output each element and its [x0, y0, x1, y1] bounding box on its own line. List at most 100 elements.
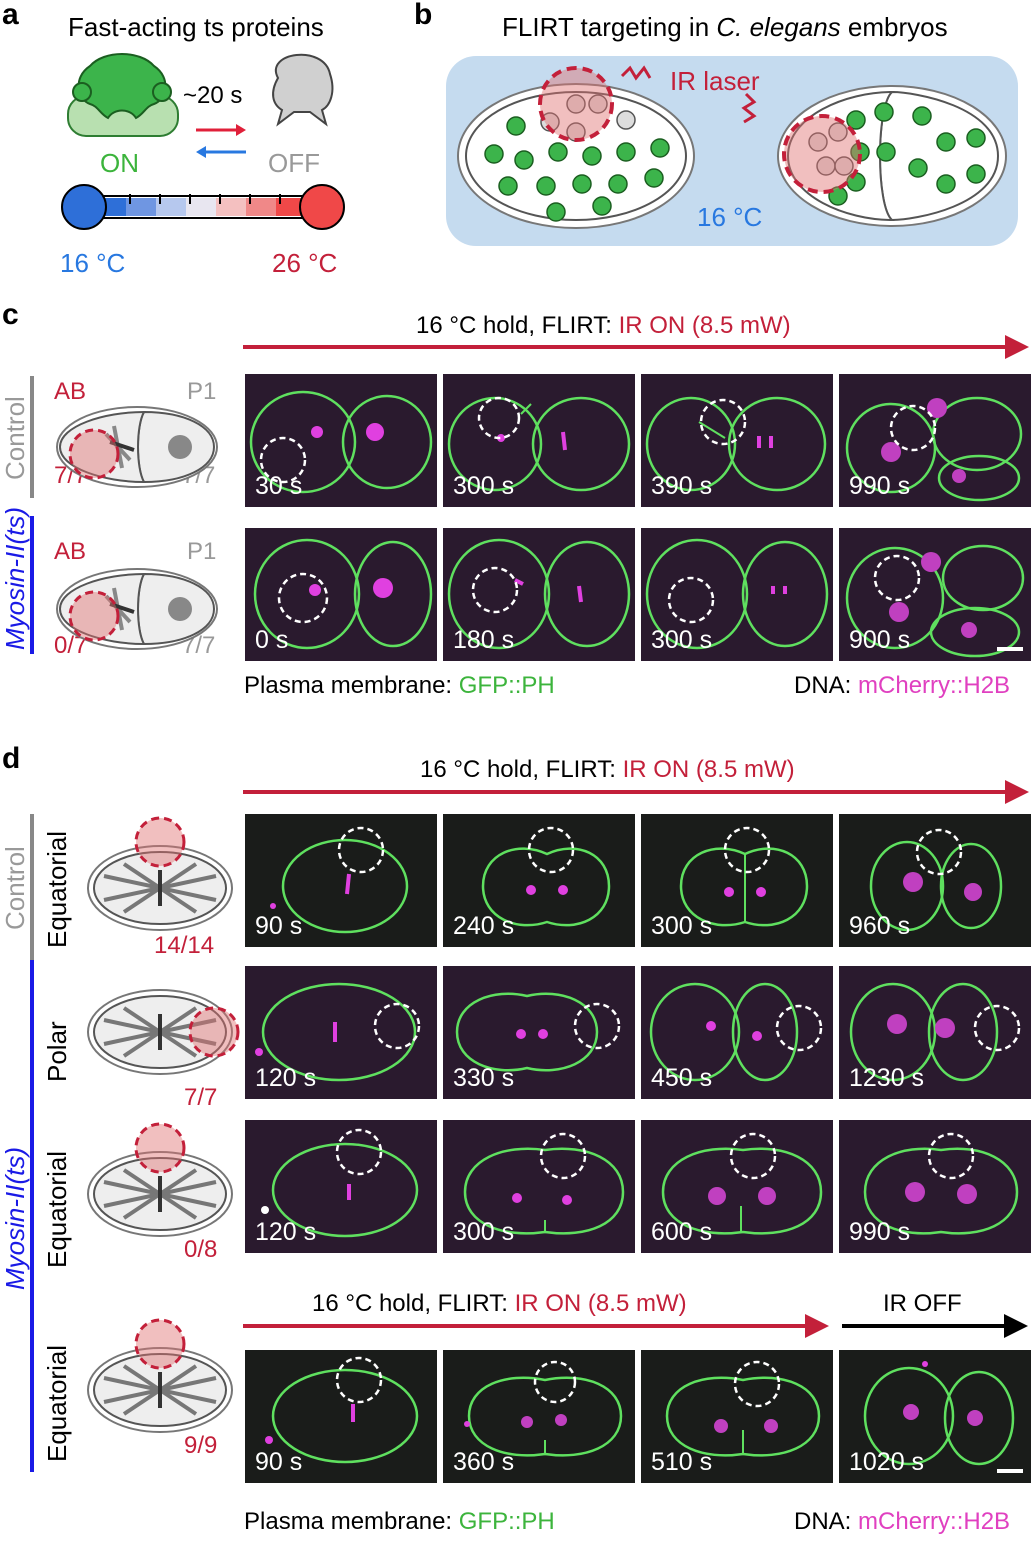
micrograph: 360 s [443, 1350, 635, 1483]
micrograph: 300 s [641, 814, 833, 947]
legend-marker: GFP::PH [458, 672, 555, 699]
micrograph: 0 s [245, 528, 437, 661]
panel-c-legend-membrane: Plasma membrane: GFP::PH [244, 672, 555, 700]
control-label: Control [0, 396, 30, 480]
control-bar [30, 376, 34, 498]
micrograph: 300 s [443, 1120, 635, 1253]
header-prefix: 16 °C hold, FLIRT: [416, 312, 619, 339]
panel-d-header: 16 °C hold, FLIRT: IR ON (8.5 mW) [420, 756, 795, 784]
timestamp: 180 s [453, 626, 515, 654]
spindle-schematic [87, 1318, 233, 1433]
count-label: 9/9 [184, 1432, 218, 1459]
timestamp: 90 s [255, 912, 303, 940]
myosin-bar [30, 960, 34, 1472]
timestamp: 300 s [453, 472, 515, 500]
spindle-schematic [87, 1122, 233, 1237]
panel-d-letter: d [2, 742, 21, 775]
timestamp: 0 s [255, 626, 289, 654]
thermometer-icon [61, 184, 345, 230]
panel-a-letter: a [2, 0, 19, 31]
legend-marker: GFP::PH [458, 1508, 555, 1535]
timestamp: 300 s [651, 626, 713, 654]
timestamp: 300 s [651, 912, 713, 940]
legend-prefix: DNA: [794, 672, 859, 699]
legend-prefix: DNA: [794, 1508, 859, 1535]
timestamp: 360 s [453, 1448, 515, 1476]
panel-b-temp-label: 16 °C [697, 202, 763, 232]
spindle-schematic [87, 989, 240, 1075]
control-bar [30, 814, 34, 962]
micrograph: 1020 s [839, 1350, 1031, 1483]
ir-off-arrow [842, 1324, 1008, 1328]
micrograph: 960 s [839, 814, 1031, 947]
micrograph: 990 s [839, 1120, 1031, 1253]
micrograph: 30 s [245, 374, 437, 507]
micrograph: 900 s [839, 528, 1031, 661]
ts-protein-schematic [61, 53, 345, 230]
micrograph: 990 s [839, 374, 1031, 507]
micrograph: 180 s [443, 528, 635, 661]
timestamp: 990 s [849, 1218, 911, 1246]
micrograph: 90 s [245, 814, 437, 947]
ir-laser-label: IR laser [670, 66, 760, 96]
flirt-embryo-schematic [446, 56, 1018, 246]
micrograph: 510 s [641, 1350, 833, 1483]
header-ir: IR ON (8.5 mW) [514, 1290, 687, 1317]
header-ir: IR ON (8.5 mW) [622, 756, 795, 783]
site-label: Equatorial [42, 1150, 72, 1268]
site-label: Equatorial [42, 830, 72, 948]
legend-prefix: Plasma membrane: [244, 672, 459, 699]
title-species: C. elegans [716, 12, 841, 42]
panel-c-header: 16 °C hold, FLIRT: IR ON (8.5 mW) [416, 312, 791, 340]
micrograph: 390 s [641, 374, 833, 507]
micrograph: 300 s [641, 528, 833, 661]
timeline-arrow [243, 790, 1011, 794]
micrograph: 90 s [245, 1350, 437, 1483]
p1-label: P1 [187, 378, 217, 405]
temp-high-label: 26 °C [272, 248, 338, 278]
time-label: ~20 s [183, 82, 243, 109]
count-label: 7/7 [184, 1084, 218, 1111]
panel-d-legend-dna: DNA: mCherry::H2B [794, 1508, 1010, 1536]
timestamp: 1020 s [849, 1448, 925, 1476]
panel-d-legend-membrane: Plasma membrane: GFP::PH [244, 1508, 555, 1536]
micrograph: 120 s [245, 966, 437, 1099]
micrograph: 240 s [443, 814, 635, 947]
timestamp: 30 s [255, 472, 303, 500]
off-label: OFF [268, 148, 320, 178]
legend-marker: mCherry::H2B [858, 672, 1011, 699]
control-label: Control [0, 846, 30, 930]
panel-b-title: FLIRT targeting in C. elegans embryos [502, 12, 948, 43]
spindle-schematic [87, 816, 233, 931]
micrograph: 330 s [443, 966, 635, 1099]
micrograph: 1230 s [839, 966, 1031, 1099]
timestamp: 450 s [651, 1064, 713, 1092]
count-label: 0/8 [184, 1236, 218, 1263]
timestamp: 300 s [453, 1218, 515, 1246]
timestamp: 120 s [255, 1064, 317, 1092]
temp-low-label: 16 °C [60, 248, 126, 278]
myosin-label: Myosin-II(ts) [0, 1147, 30, 1290]
on-label: ON [100, 148, 139, 178]
timestamp: 1230 s [849, 1064, 925, 1092]
ir-off-label: IR OFF [883, 1290, 962, 1317]
legend-prefix: Plasma membrane: [244, 1508, 459, 1535]
panel-c-letter: c [2, 298, 19, 331]
myosin-bar [30, 516, 34, 654]
micrograph: 120 s [245, 1120, 437, 1253]
arrowhead-icon [1004, 1314, 1028, 1338]
timestamp: 960 s [849, 912, 911, 940]
panel-d-sub-header: 16 °C hold, FLIRT: IR ON (8.5 mW) [312, 1290, 687, 1318]
timestamp: 600 s [651, 1218, 713, 1246]
p1-label: P1 [187, 538, 217, 565]
timeline-arrow [243, 345, 1011, 349]
arrowhead-icon [1005, 335, 1029, 359]
header-ir: IR ON (8.5 mW) [618, 312, 791, 339]
on-protein-icon [67, 53, 179, 137]
panel-c-legend-dna: DNA: mCherry::H2B [794, 672, 1010, 700]
legend-marker: mCherry::H2B [858, 1508, 1011, 1535]
timestamp: 900 s [849, 626, 911, 654]
title-suffix: embryos [840, 12, 948, 42]
two-cell-schematic [56, 568, 218, 650]
micrograph: 300 s [443, 374, 635, 507]
